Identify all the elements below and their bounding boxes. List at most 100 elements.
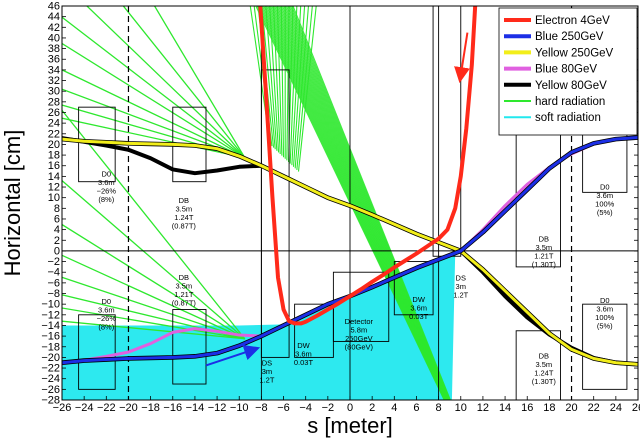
x-axis-title: s [meter]	[307, 413, 393, 438]
x-tick-label-22: 18	[543, 402, 555, 414]
y-tick-label-1: −26	[41, 384, 60, 396]
y-tick-label-8: −12	[41, 309, 60, 321]
hard-forward-ray-15	[294, 6, 310, 169]
series-line-electron	[258, 6, 478, 326]
hard-forward-ray-5	[269, 6, 280, 153]
x-tick-label-16: 6	[413, 402, 419, 414]
magnet-label-1: DB 3.5m 1.24T (0.87T)	[172, 196, 197, 231]
x-tick-label-12: −2	[322, 402, 335, 414]
hard-ray-lower-6	[62, 179, 246, 340]
x-tick-label-20: 14	[499, 402, 511, 414]
magnet-label-4: DS 3m 1.2T	[259, 358, 274, 384]
hard-band-ray-28	[292, 6, 451, 400]
y-tick-label-10: −8	[47, 288, 60, 300]
magnet-box-4	[260, 69, 290, 358]
x-tick-label-2: −22	[97, 402, 116, 414]
hard-forward-ray-4	[265, 6, 278, 151]
series-line-yellow	[62, 137, 638, 366]
y-tick-label-12: −4	[47, 267, 60, 279]
y-tick-label-27: 26	[48, 107, 60, 119]
y-tick-label-22: 16	[48, 160, 60, 172]
hard-ray-upper-3	[62, 16, 246, 159]
magnet-annotations: D0 3.6m −26% (8%) DB 3.5m 1.24T (0.87T) DB 3.5m 1.…	[97, 169, 615, 386]
magnet-label-3: D0 3.6m −26% (8%)	[97, 297, 117, 332]
y-tick-label-30: 32	[48, 75, 60, 87]
magnet-label-10: D0 3.6m 100% (5%)	[595, 183, 615, 218]
hard-forward-ray-17	[297, 6, 317, 172]
hard-ray-upper-7	[62, 104, 245, 159]
hard-forward-ray-13	[291, 6, 302, 166]
y-tick-label-25: 22	[48, 128, 60, 140]
magnet-label-0: D0 3.6m −26% (8%)	[97, 169, 117, 204]
y-tick-label-32: 36	[48, 54, 60, 66]
magnet-box-2	[172, 309, 207, 385]
legend: Electron 4GeV Blue 250GeV Yellow 250GeV Blu…	[498, 7, 638, 136]
hard-forward-ray-7	[276, 6, 283, 156]
hard-ray-lower-7	[62, 109, 246, 340]
hard-ray-upper-8	[62, 117, 245, 159]
x-tick-label-23: 20	[565, 402, 577, 414]
x-tick-label-10: −6	[277, 402, 290, 414]
hard-ray-lower-1	[62, 307, 245, 340]
magnet-label-9: DB 3.5m 1.21T (1.30T)	[532, 234, 557, 269]
y-tick-label-36: 44	[48, 11, 60, 23]
hard-ray-lower-5	[62, 223, 246, 340]
x-tick-label-13: 0	[347, 402, 353, 414]
x-tick-label-1: −24	[75, 402, 94, 414]
y-tick-label-11: −6	[47, 277, 60, 289]
y-tick-label-3: −22	[41, 363, 60, 375]
legend-label-blue: Blue 250GeV	[535, 31, 604, 43]
y-tick-label-23: 18	[48, 150, 60, 162]
hard-forward-ray-6	[273, 6, 281, 155]
soft-radiation-region	[62, 252, 456, 400]
x-tick-label-4: −18	[141, 402, 160, 414]
hard-ray-upper-2	[85, 6, 246, 159]
x-tick-label-9: −8	[255, 402, 268, 414]
legend-label-yellow: Yellow 250GeV	[535, 47, 614, 59]
x-tick-label-3: −20	[119, 402, 138, 414]
magnet-box-11	[582, 303, 628, 390]
magnet-box-3	[78, 314, 116, 390]
y-tick-label-0: −28	[41, 395, 60, 407]
magnet-label-5: DW 3.6m 0.03T	[294, 341, 314, 367]
hard-forward-ray-14	[292, 6, 306, 167]
x-tick-label-19: 12	[477, 402, 489, 414]
hard-forward-ray-16	[296, 6, 313, 171]
magnet-box-7	[393, 261, 434, 316]
hard-ray-lower-2	[62, 294, 245, 340]
magnet-label-7: DW 3.6m 0.03T	[409, 295, 429, 321]
hard-ray-upper-0	[153, 6, 246, 159]
x-tick-label-17: 8	[436, 402, 442, 414]
x-tick-label-21: 16	[521, 402, 533, 414]
hard-forward-ray-12	[289, 6, 298, 164]
hard-forward-ray-8	[280, 6, 285, 158]
electron-direction-arrow	[454, 32, 470, 84]
y-tick-label-33: 38	[48, 43, 60, 55]
x-tick-label-6: −14	[186, 402, 205, 414]
y-tick-label-24: 20	[48, 139, 60, 151]
y-tick-label-26: 24	[48, 118, 60, 130]
x-tick-label-18: 10	[455, 402, 467, 414]
soft-radiation-area	[62, 252, 456, 400]
x-tick-label-5: −16	[163, 402, 182, 414]
legend-label-black: Yellow 80GeV	[535, 80, 607, 92]
x-tick-label-15: 4	[391, 402, 397, 414]
legend-label-electron: Electron 4GeV	[535, 15, 610, 27]
y-tick-label-2: −24	[41, 373, 60, 385]
hard-radiation-fans	[62, 6, 451, 400]
beam-trajectories	[62, 6, 638, 367]
y-tick-label-14: 0	[54, 245, 60, 257]
y-tick-label-31: 34	[48, 64, 60, 76]
magnet-label-11: D0 3.6m 100% (5%)	[595, 296, 615, 331]
y-tick-label-29: 30	[48, 86, 60, 98]
y-tick-label-15: 2	[54, 235, 60, 247]
x-tick-label-11: −4	[299, 402, 312, 414]
hard-ray-lower-4	[62, 254, 246, 340]
y-axis-title: Horizontal [cm]	[0, 130, 25, 277]
y-tick-label-18: 8	[54, 203, 60, 215]
y-tick-label-16: 4	[54, 224, 60, 236]
blue-direction-arrow	[205, 344, 261, 367]
hard-forward-ray-3	[261, 6, 276, 150]
x-tick-label-26: 26	[632, 402, 640, 414]
y-tick-label-5: −18	[41, 341, 60, 353]
